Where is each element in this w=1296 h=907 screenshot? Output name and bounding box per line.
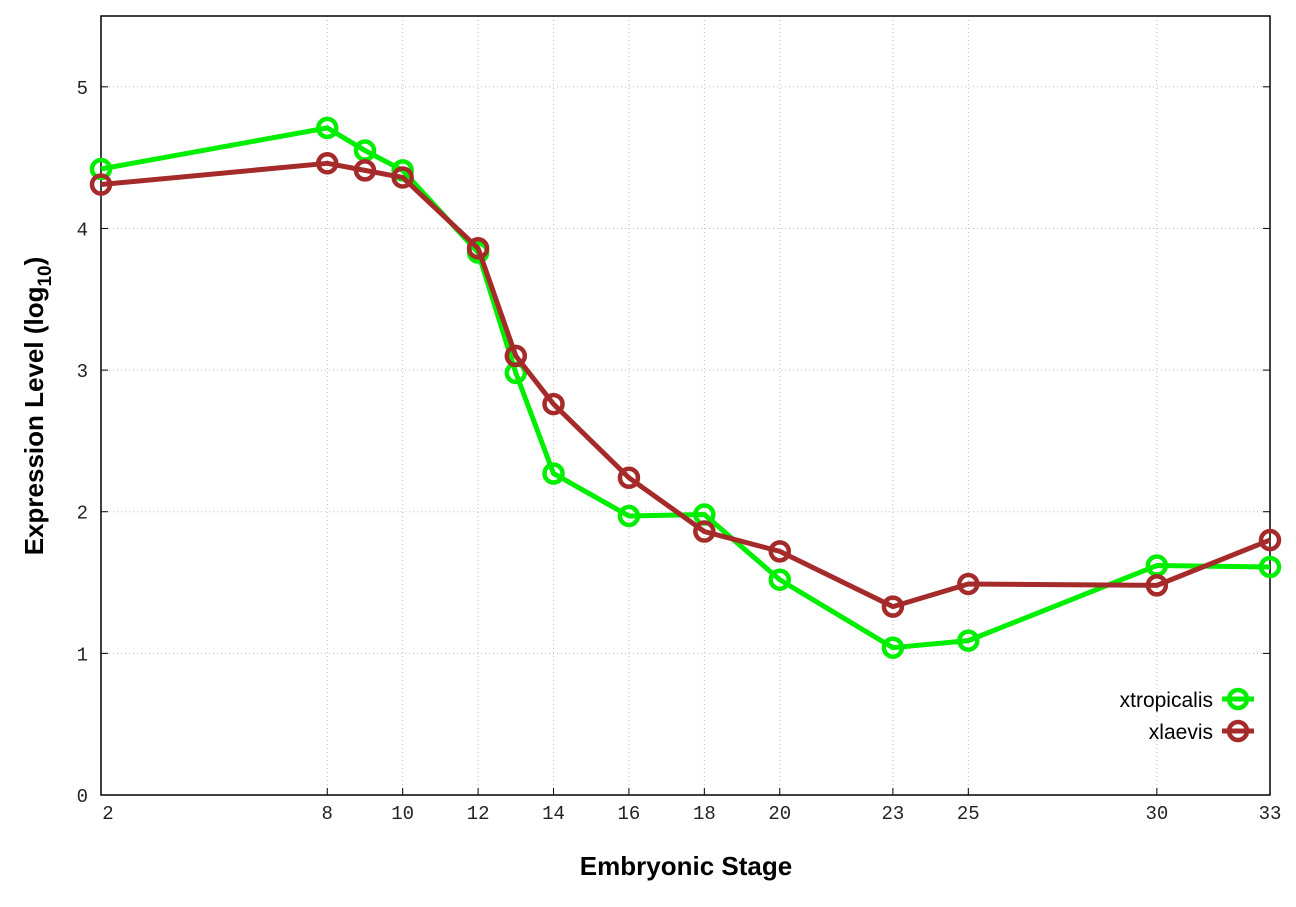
data-point-xlaevis	[391, 166, 414, 189]
y-axis-label-sub: 10	[35, 265, 56, 286]
x-tick-label: 25	[957, 803, 980, 825]
data-point-xlaevis	[542, 392, 565, 416]
data-point-xlaevis	[693, 520, 716, 543]
series-xlaevis	[89, 152, 1282, 618]
y-axis-label: Expression Level (log10)	[19, 257, 56, 556]
data-point-xlaevis	[353, 159, 377, 182]
series-line-xlaevis	[100, 160, 1271, 610]
x-axis-label: Embryonic Stage	[580, 851, 792, 881]
data-point-xtropicalis	[89, 157, 113, 181]
data-point-xtropicalis	[1258, 555, 1282, 579]
legend-label-xtropicalis: xtropicalis	[1120, 689, 1213, 712]
data-point-xtropicalis	[957, 629, 980, 652]
data-point-xtropicalis	[316, 116, 339, 140]
y-tick-label: 2	[77, 503, 88, 525]
legend: xtropicalis xlaevis	[1120, 687, 1254, 744]
x-tick-label: 20	[768, 803, 791, 825]
y-tick-label: 5	[77, 78, 88, 100]
series-line-xtropicalis	[100, 125, 1271, 651]
x-tick-label: 10	[391, 803, 414, 825]
legend-label-xlaevis: xlaevis	[1149, 721, 1213, 744]
data-point-xtropicalis	[881, 636, 905, 659]
x-tick-label: 30	[1145, 803, 1168, 825]
data-point-xtropicalis	[542, 462, 565, 485]
x-tick-label: 2	[102, 803, 113, 825]
data-point-xlaevis	[768, 540, 792, 563]
series-group	[89, 116, 1282, 659]
y-tick-label: 1	[77, 644, 88, 666]
legend-marker-xlaevis	[1226, 719, 1250, 743]
data-point-xlaevis	[466, 237, 490, 260]
x-tick-label: 18	[693, 803, 716, 825]
data-point-xlaevis	[504, 344, 528, 368]
x-tick-label: 8	[322, 803, 333, 825]
data-point-xlaevis	[1145, 574, 1169, 597]
x-tick-label: 16	[618, 803, 641, 825]
grid	[101, 16, 1270, 795]
y-axis-label-prefix: Expression Level (log	[19, 287, 49, 556]
data-point-xlaevis	[957, 572, 980, 596]
data-point-xlaevis	[316, 152, 339, 175]
data-point-xlaevis	[617, 466, 641, 489]
series-xtropicalis	[89, 116, 1282, 659]
y-tick-label: 4	[77, 219, 88, 241]
data-point-xtropicalis	[768, 568, 792, 591]
data-point-xlaevis	[881, 595, 905, 618]
data-point-xlaevis	[1258, 528, 1282, 552]
x-tick-label: 12	[467, 803, 490, 825]
plot-frame	[100, 15, 1271, 796]
x-tick-label: 23	[881, 803, 904, 825]
y-axis-label-suffix: )	[19, 257, 49, 266]
y-tick-label: 0	[77, 786, 88, 808]
x-tick-label: 33	[1259, 803, 1282, 825]
x-tick-label: 14	[542, 803, 565, 825]
data-point-xlaevis	[89, 173, 113, 196]
legend-marker-xtropicalis	[1226, 687, 1250, 711]
y-tick-label: 3	[77, 361, 88, 383]
data-point-xtropicalis	[617, 504, 641, 528]
